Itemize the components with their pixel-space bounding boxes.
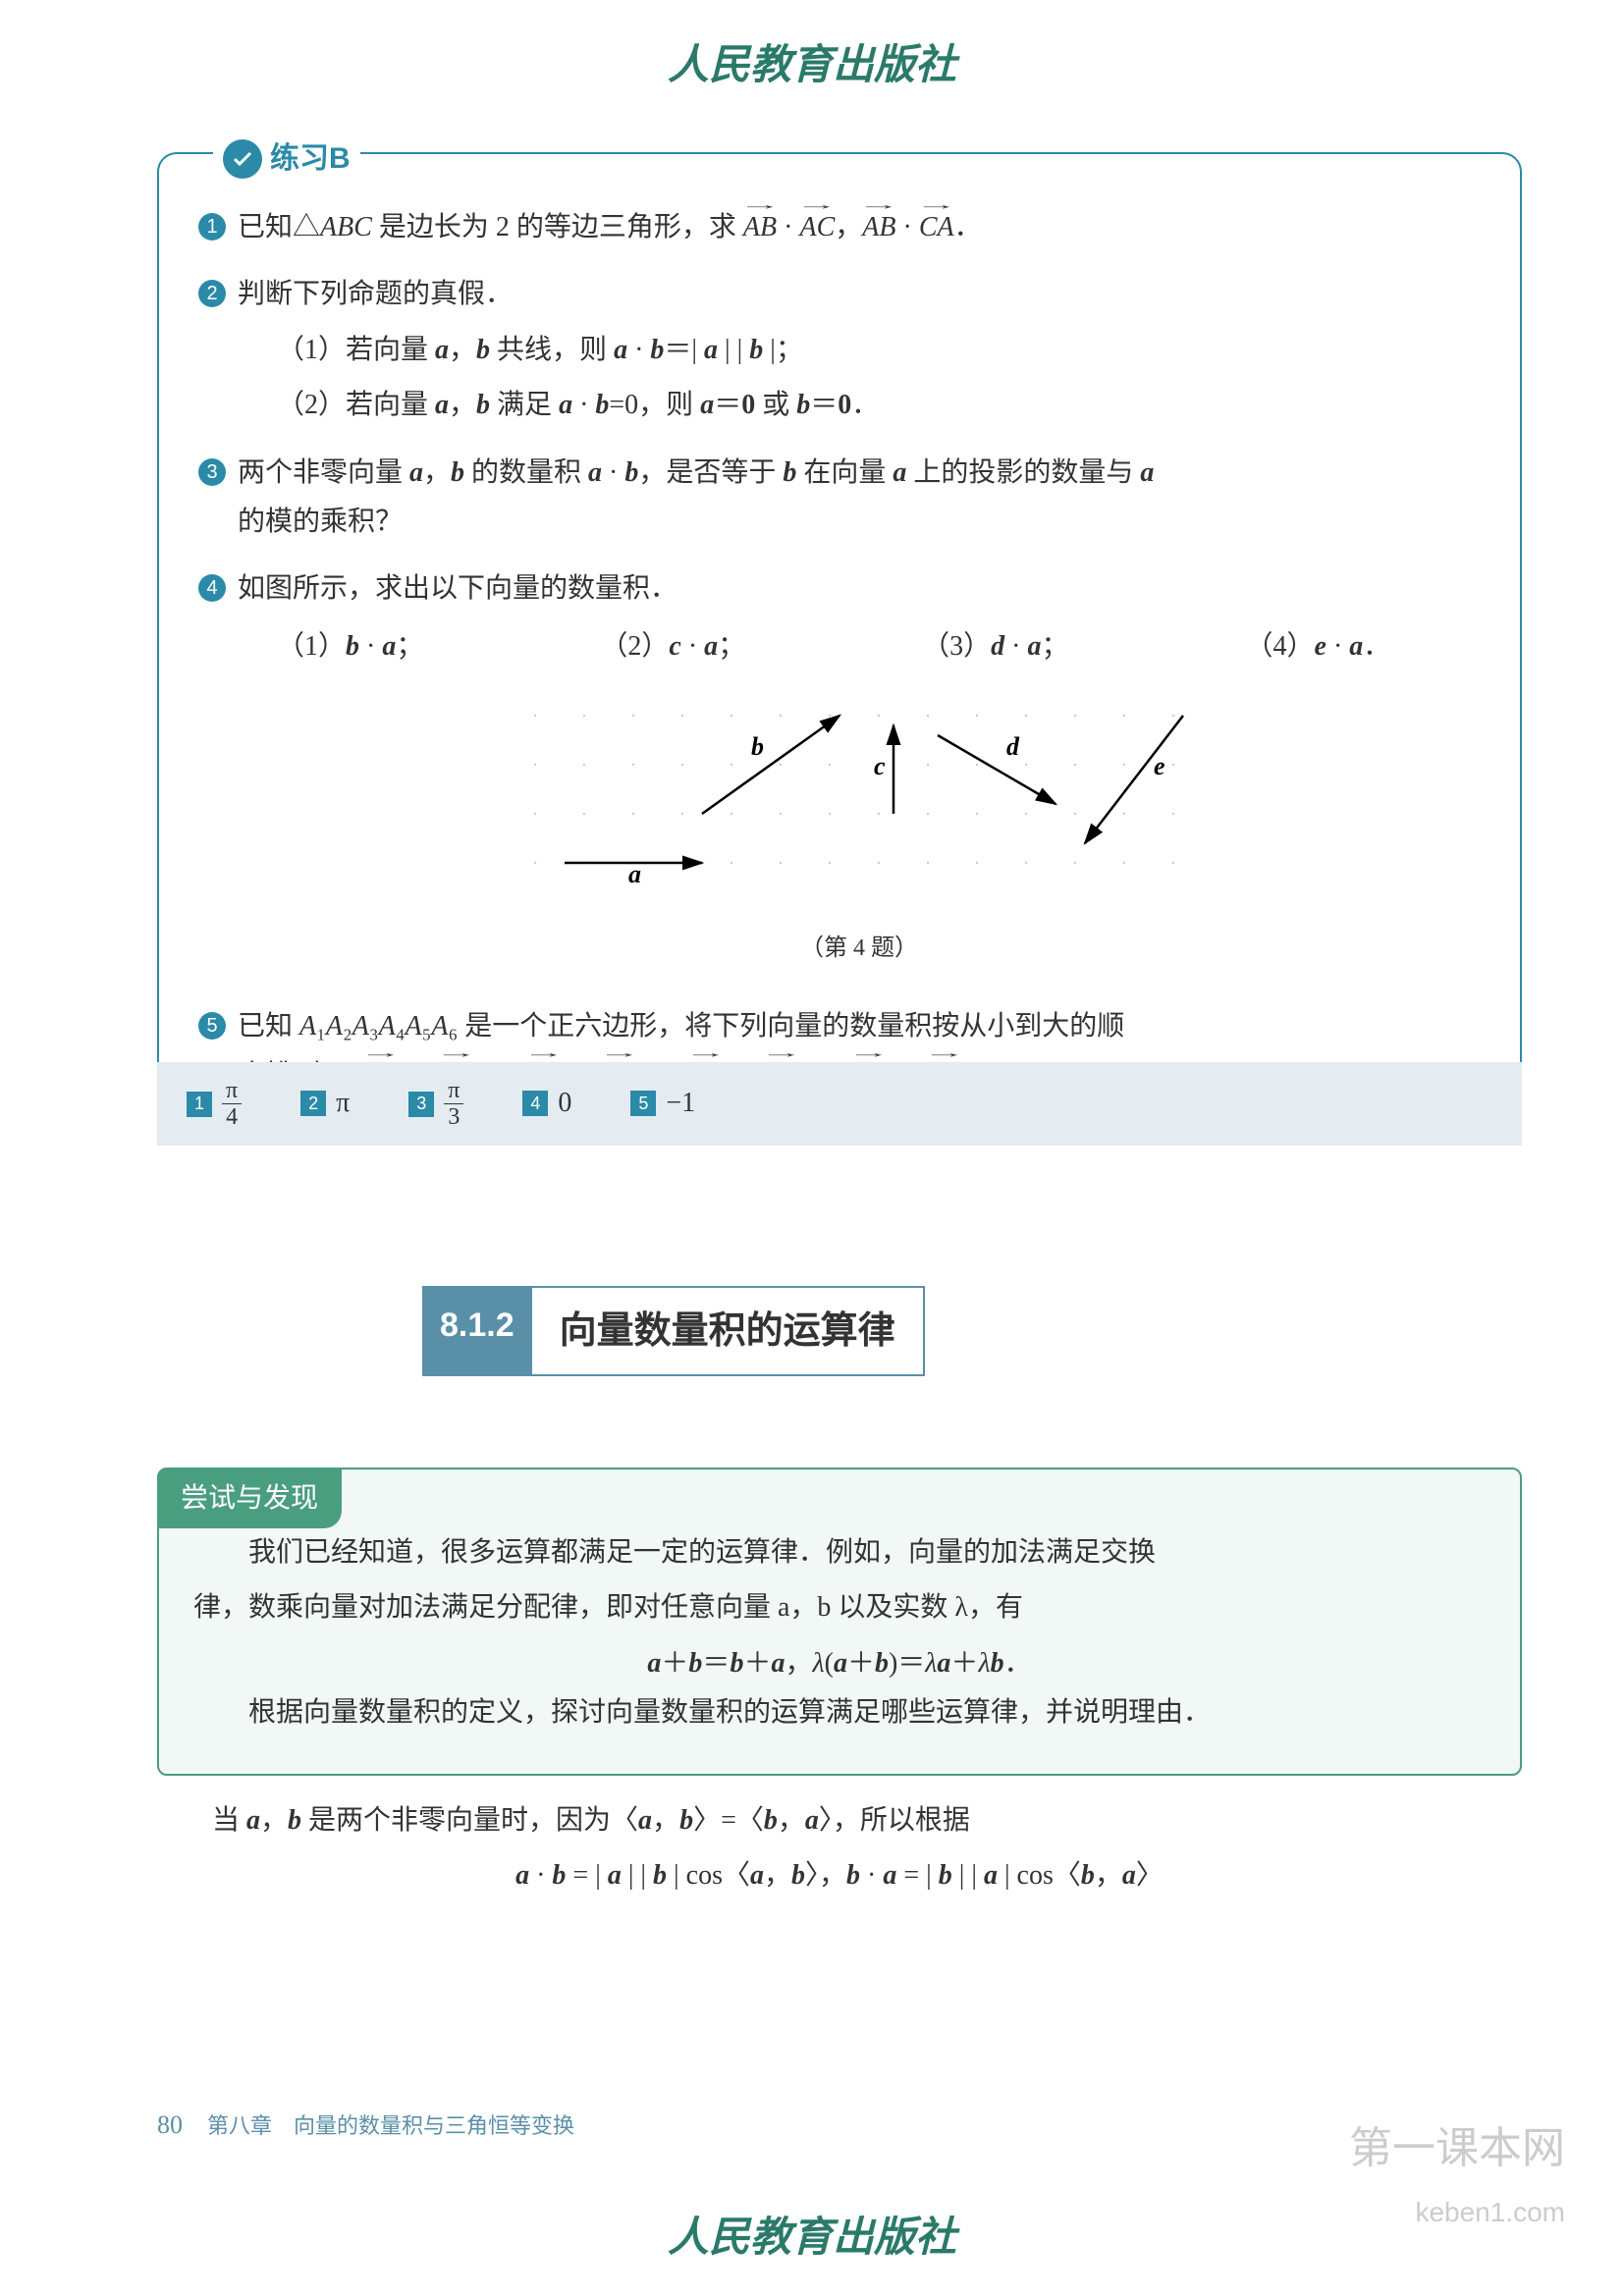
sub-items: （1）b · a； （2）c · a； （3）d · a； （4）e · a． [238,622,1481,671]
var: ABC [320,212,372,242]
vec: AB [862,203,895,252]
sub-label: （2） [277,390,346,420]
vec: AC [799,203,835,252]
ans-num: 1 [187,1092,212,1117]
page-number: 80 [157,2103,183,2149]
text: 在向量 [796,457,893,488]
text: =0，则 [609,390,700,420]
problem-content: 判断下列命题的真假． （1）若向量 a，b 共线，则 a · b＝| a | |… [238,270,1481,430]
sub-2: （2）c · a； [600,622,745,671]
ans-4: 4 0 [522,1079,571,1128]
text: 或 [755,390,796,420]
text: 若向量 [346,335,435,365]
vec: AB [743,203,777,252]
problem-content: 已知△ABC 是边长为 2 的等边三角形，求 AB · AC，AB · CA． [238,203,1481,252]
text: 律，数乘向量对加法满足分配律，即对任意向量 a，b 以及实数 λ，有 [193,1592,1023,1623]
sub-4: （4）e · a． [1246,622,1391,671]
ans-1: 1 π4 [187,1078,242,1131]
publisher-footer: 人民教育出版社 [668,2202,956,2276]
bottom-text: 当 a，b 是两个非零向量时，因为〈a，b〉=〈b，a〉，所以根据 a · b … [157,1796,1522,1901]
ans-val: π [336,1079,350,1128]
checkmark-icon [223,139,262,179]
exercise-b-box: 练习B 1 已知△ABC 是边长为 2 的等边三角形，求 AB · AC，AB … [157,152,1522,1132]
svg-text:e: e [1154,752,1165,780]
problem-num: 3 [198,458,226,486]
problem-num: 1 [198,213,226,240]
section-header: 8.1.2 向量数量积的运算律 [422,1286,925,1376]
text: 满足 [490,390,559,420]
ans-num: 5 [630,1091,656,1116]
text: 我们已经知道，很多运算都满足一定的运算律．例如，向量的加法满足交换 [248,1537,1156,1568]
text: 〉，所以根据 [819,1805,970,1836]
ans-num: 3 [408,1092,434,1117]
text: 〉=〈 [693,1805,764,1836]
vector-diagram: a b c d e [506,686,1213,902]
problem-num: 2 [198,280,226,307]
text: ，是否等于 [638,457,783,488]
sub-1: （1）b · a； [277,622,423,671]
watermark: 第一课本网 keben1.com [1349,2109,1565,2237]
problem-1: 1 已知△ABC 是边长为 2 的等边三角形，求 AB · AC，AB · CA… [198,203,1481,252]
text: 是边长为 2 的等边三角形，求 [372,212,743,242]
text: 根据向量数量积的定义，探讨向量数量积的运算满足哪些运算律，并说明理由． [248,1697,1211,1728]
page-footer: 80 第八章 向量的数量积与三角恒等变换 [157,2103,574,2149]
num: π [444,1078,463,1104]
problem-content: 如图所示，求出以下向量的数量积． （1）b · a； （2）c · a； （3）… [238,564,1481,984]
sub-3: （3）d · a； [922,622,1068,671]
watermark-url: keben1.com [1349,2188,1565,2237]
problem-num: 5 [198,1012,226,1040]
svg-text:a: a [628,860,641,888]
discover-box: 尝试与发现 我们已经知道，很多运算都满足一定的运算律．例如，向量的加法满足交换 … [157,1468,1522,1776]
ans-num: 2 [300,1091,326,1116]
vec: CA [919,203,954,252]
text: 两个非零向量 [238,457,409,488]
svg-text:c: c [874,752,886,780]
text: 的模的乘积？ [238,507,403,537]
formula: a＋b＝b＋a，λ(a＋b)＝λa＋λb． [193,1639,1486,1688]
text: 如图所示，求出以下向量的数量积． [238,564,1481,614]
watermark-cn: 第一课本网 [1349,2109,1565,2187]
discover-content: 我们已经知道，很多运算都满足一定的运算律．例如，向量的加法满足交换 律，数乘向量… [193,1528,1486,1738]
svg-text:d: d [1006,732,1020,761]
svg-text:b: b [751,732,764,761]
problem-num: 4 [198,574,226,602]
text: 若向量 [346,390,435,420]
section-title: 向量数量积的运算律 [532,1286,925,1376]
den: 4 [226,1104,238,1130]
num: π [222,1078,242,1104]
text: 已知 [238,1011,299,1041]
section-number: 8.1.2 [422,1286,532,1376]
problem-4: 4 如图所示，求出以下向量的数量积． （1）b · a； （2）c · a； （… [198,564,1481,984]
den: 3 [448,1104,460,1130]
text: 判断下列命题的真假． [238,270,1481,319]
answer-strip: 1 π4 2 π 3 π3 4 0 5 −1 [157,1062,1522,1146]
text: 共线，则 [490,335,614,365]
sub-label: （1） [277,335,346,365]
exercise-header: 练习B [213,133,360,186]
text: 是两个非零向量时，因为〈 [301,1805,638,1836]
ans-num: 4 [522,1091,548,1116]
ans-val: −1 [666,1079,695,1128]
text: 当 [212,1805,246,1836]
problem-content: 两个非零向量 a，b 的数量积 a · b，是否等于 b 在向量 a 上的投影的… [238,449,1481,548]
exercise-title: 练习B [270,133,351,186]
discover-header: 尝试与发现 [157,1468,342,1528]
ans-3: 3 π3 [408,1078,463,1131]
publisher-header: 人民教育出版社 [668,29,956,104]
chapter-name: 第八章 向量的数量积与三角恒等变换 [207,2107,574,2146]
diagram-caption: （第 4 题） [238,928,1481,970]
problem-2: 2 判断下列命题的真假． （1）若向量 a，b 共线，则 a · b＝| a |… [198,270,1481,430]
text: 上的投影的数量与 [906,457,1140,488]
formula: a · b = | a | | b | cos〈a，b〉，b · a = | b… [157,1851,1522,1900]
text: 已知△ [238,212,320,242]
diagram-container: a b c d e （第 4 题） [238,686,1481,970]
text: 的数量积 [464,457,588,488]
ans-5: 5 −1 [630,1079,695,1128]
ans-2: 2 π [300,1079,350,1128]
text: 是一个正六边形，将下列向量的数量积按从小到大的顺 [458,1011,1124,1041]
ans-val: 0 [558,1079,571,1128]
problem-3: 3 两个非零向量 a，b 的数量积 a · b，是否等于 b 在向量 a 上的投… [198,449,1481,548]
